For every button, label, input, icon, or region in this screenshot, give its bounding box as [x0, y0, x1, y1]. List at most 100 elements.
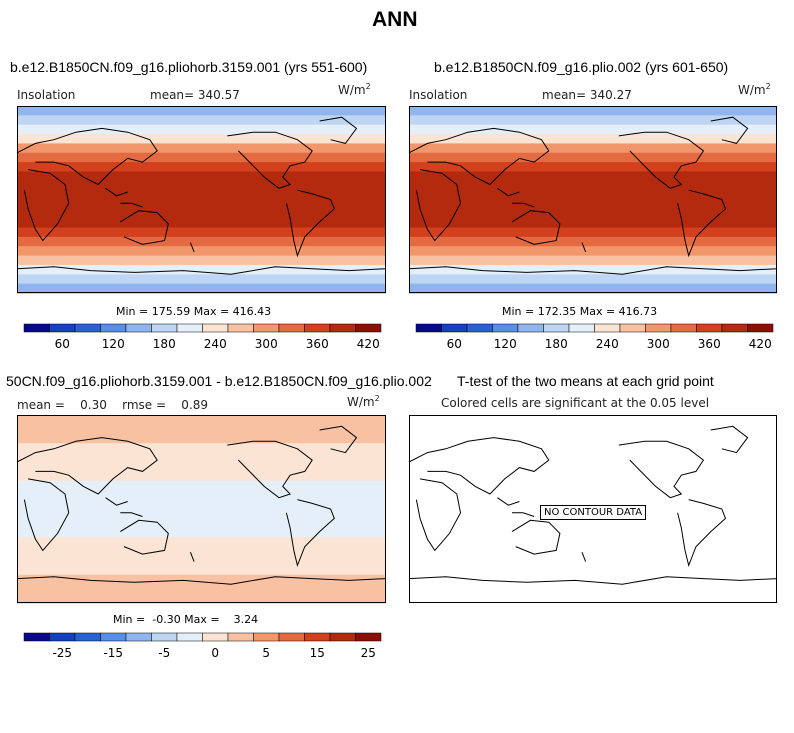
panel-1-title: b.e12.B1850CN.f09_g16.pliohorb.3159.001 … — [10, 59, 368, 75]
coastline — [23, 169, 70, 242]
coastline — [618, 131, 705, 189]
latitude-band — [17, 218, 386, 229]
latitude-band — [17, 424, 386, 435]
latitude-band — [17, 134, 386, 144]
colorbar-cell — [227, 632, 254, 642]
latitude-band — [17, 152, 386, 163]
coastline — [319, 425, 358, 454]
latitude-band — [17, 246, 386, 257]
latitude-band — [17, 199, 386, 210]
latitude-band — [17, 255, 386, 266]
latitude-band — [17, 584, 386, 595]
colorbar-cell — [49, 323, 76, 333]
latitude-band — [409, 152, 777, 163]
colorbar-cell — [304, 323, 331, 333]
panel-3-colorbar: -25 -15 -5 0 5 15 25 — [23, 632, 382, 660]
colorbar-tick-label: 180 — [153, 337, 176, 351]
coastline — [710, 116, 749, 144]
colorbar-cell — [151, 323, 178, 333]
colorbar-cell — [125, 323, 152, 333]
coastline — [512, 512, 535, 517]
coastline — [120, 210, 169, 245]
latitude-band — [409, 106, 777, 116]
coastline — [285, 499, 335, 568]
coastline — [319, 116, 358, 144]
coastline — [415, 169, 462, 242]
coastline — [408, 576, 778, 585]
panel-3-minmax: Min = -0.30 Max = 3.24 — [113, 613, 259, 626]
colorbar-tick-label: 240 — [204, 337, 227, 351]
latitude-band — [17, 593, 386, 604]
colorbar-tick-label: 420 — [749, 337, 772, 351]
latitude-band — [17, 499, 386, 510]
latitude-band — [17, 227, 386, 238]
panel-4-map — [408, 415, 778, 603]
coastline — [16, 576, 387, 585]
coastline — [618, 440, 705, 499]
colorbar-tick-label: 180 — [545, 337, 568, 351]
colorbar-cell — [151, 632, 178, 642]
latitude-band — [17, 106, 386, 116]
coastline — [189, 242, 195, 253]
latitude-band — [409, 143, 777, 154]
colorbar-cell — [100, 632, 127, 642]
colorbar-tick-label: 120 — [102, 337, 125, 351]
coastline — [581, 552, 587, 562]
panel-4-title: T-test of the two means at each grid poi… — [457, 373, 714, 389]
colorbar-cell — [23, 323, 50, 333]
colorbar-tick-label: -25 — [52, 646, 72, 660]
latitude-band — [17, 415, 386, 425]
coastline — [16, 266, 387, 275]
coastline — [677, 189, 727, 258]
latitude-band — [17, 180, 386, 191]
colorbar-tick-label: 300 — [647, 337, 670, 351]
colorbar-cell — [329, 323, 356, 333]
coastline — [497, 187, 520, 197]
latitude-band — [17, 283, 386, 294]
latitude-band — [17, 162, 386, 173]
coastline — [511, 210, 561, 245]
latitude-band — [409, 236, 777, 247]
colorbar-cell — [278, 323, 305, 333]
panel-2-minmax: Min = 172.35 Max = 416.73 — [502, 305, 658, 318]
colorbar-cell — [696, 323, 723, 333]
latitude-band — [17, 546, 386, 557]
coastline — [120, 512, 143, 517]
colorbar-cell — [721, 323, 748, 333]
latitude-band — [409, 180, 777, 191]
coastline — [23, 478, 70, 552]
coastline — [285, 189, 335, 258]
colorbar-cell — [466, 323, 493, 333]
colorbar-cell — [49, 632, 76, 642]
main-title: ANN — [372, 8, 418, 31]
colorbar-cell — [747, 323, 774, 333]
latitude-band — [17, 462, 386, 472]
panel-2-mean-label: mean= 340.27 — [542, 88, 632, 102]
coastline — [710, 425, 749, 454]
latitude-band — [17, 556, 386, 566]
latitude-band — [409, 134, 777, 144]
colorbar-cell — [517, 323, 544, 333]
colorbar-cell — [176, 632, 203, 642]
latitude-band — [409, 227, 777, 238]
coastline — [581, 242, 587, 253]
colorbar-tick-label: 360 — [306, 337, 329, 351]
colorbar-cell — [670, 323, 697, 333]
colorbar-cell — [355, 632, 382, 642]
coastline — [512, 202, 535, 208]
colorbar-cell — [304, 632, 331, 642]
panel-1-colorbar: 60 120 180 240 300 360 420 — [23, 323, 382, 351]
colorbar-cell — [543, 323, 570, 333]
latitude-band — [409, 246, 777, 257]
colorbar-cell — [568, 323, 595, 333]
latitude-band — [409, 190, 777, 201]
map-border — [17, 106, 386, 293]
colorbar-tick-label: 0 — [211, 646, 219, 660]
latitude-band — [17, 124, 386, 135]
colorbar-cell — [100, 323, 127, 333]
latitude-band — [409, 208, 777, 219]
map-border — [409, 106, 777, 293]
colorbar-cell — [202, 632, 229, 642]
coastline — [105, 187, 128, 197]
latitude-band — [17, 509, 386, 519]
